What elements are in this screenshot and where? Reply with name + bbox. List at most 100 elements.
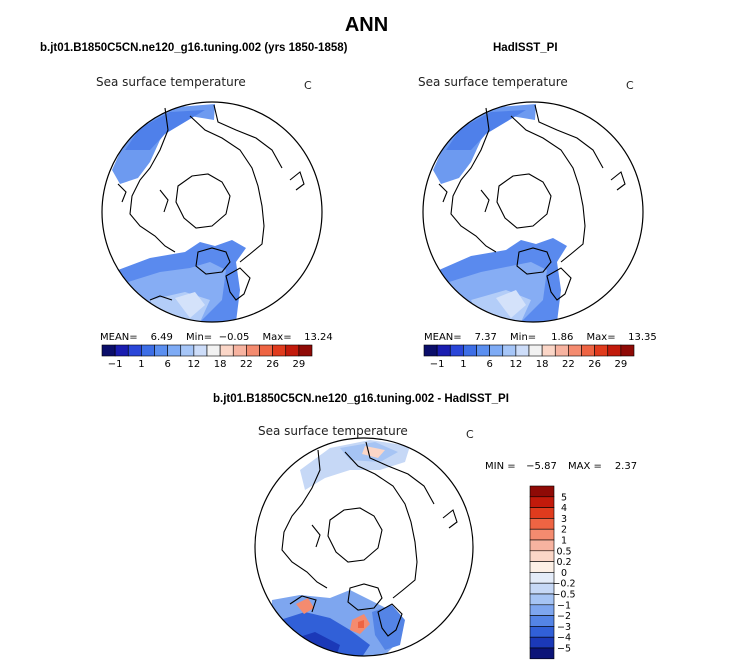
colorbar-swatch (529, 518, 555, 530)
min-label: Min= (186, 332, 213, 343)
colorbar-swatch (423, 344, 438, 357)
colorbar-swatch (541, 344, 556, 357)
colorbar-swatch (259, 344, 273, 357)
colorbar-swatch (489, 344, 504, 357)
colorbar-tick-label: −1 (557, 600, 571, 611)
colorbar-swatch (476, 344, 490, 357)
colorbar-tick-label: −0.2 (552, 579, 575, 590)
difference-title: b.jt01.B1850C5CN.ne120_g16.tuning.002 - … (213, 393, 509, 405)
colorbar-tick-label: −1 (108, 359, 123, 370)
colorbar-tick-label: 26 (266, 359, 279, 370)
colorbar-swatch (154, 344, 168, 357)
colorbar-tick-label: 4 (561, 503, 567, 514)
colorbar-obs: −1 1 6 12 18 22 26 29 (423, 344, 635, 370)
max-value: 13.35 (628, 332, 657, 343)
colorbar-tick-label: −0.5 (552, 590, 575, 601)
panel-obs-variable: Sea surface temperature (418, 75, 568, 89)
colorbar-model: −1 1 6 12 18 22 26 29 (101, 344, 313, 370)
colorbar-tick-label: 3 (561, 514, 567, 525)
colorbar-swatch (285, 344, 300, 357)
colorbar-swatch (515, 344, 530, 357)
diff-field (296, 598, 314, 614)
colorbar-swatch (246, 344, 260, 357)
colorbar-swatch (529, 593, 555, 606)
colorbar-tick-label: 0 (561, 568, 567, 579)
mean-value: 6.49 (150, 332, 173, 343)
colorbar-swatch (620, 344, 635, 357)
sst-field (112, 104, 215, 184)
colorbar-tick-label: 5 (561, 492, 567, 503)
page-title: ANN (344, 14, 389, 36)
colorbar-swatch (219, 344, 234, 357)
max-value: 13.24 (304, 332, 333, 343)
colorbar-swatch (436, 344, 451, 357)
colorbar-swatch (581, 344, 595, 357)
colorbar-swatch (206, 344, 221, 357)
colorbar-swatch (232, 344, 247, 357)
colorbar-swatch (554, 344, 569, 357)
colorbar-tick-label: 6 (486, 359, 492, 370)
panel-model-stats: MEAN= 6.49 Min= −0.05 Max= 13.24 (100, 332, 333, 343)
colorbar-swatch (529, 485, 555, 498)
map-difference (254, 437, 474, 657)
colorbar-tick-label: 1 (460, 359, 466, 370)
min-value: −5.87 (526, 461, 557, 472)
min-label: MIN = (485, 461, 516, 472)
colorbar-swatch (449, 344, 464, 357)
colorbar-swatch (607, 344, 622, 357)
colorbar-tick-label: 29 (293, 359, 306, 370)
colorbar-swatch (272, 344, 287, 357)
colorbar-swatch (141, 344, 155, 357)
sst-field (433, 104, 536, 184)
sst-field (496, 290, 526, 318)
colorbar-swatch (193, 344, 208, 357)
panel-obs-units: C (626, 79, 634, 92)
colorbar-swatch (298, 344, 313, 357)
max-value: 2.37 (614, 461, 638, 472)
colorbar-tick-label: −1 (430, 359, 445, 370)
min-value: 1.86 (551, 332, 574, 343)
panel-obs-title: HadISST_PI (493, 42, 558, 54)
colorbar-swatch (529, 507, 555, 519)
colorbar-swatch (463, 344, 477, 357)
colorbar-swatch (529, 528, 555, 541)
mean-value: 7.37 (474, 332, 497, 343)
diff-field (372, 605, 405, 650)
colorbar-swatch (529, 626, 555, 638)
panel-model-variable: Sea surface temperature (96, 75, 246, 89)
colorbar-swatch (529, 496, 555, 508)
colorbar-swatch (180, 344, 195, 357)
map-model (101, 101, 323, 323)
sst-field (175, 292, 205, 318)
diff-field (358, 620, 364, 628)
colorbar-tick-label: 29 (615, 359, 628, 370)
mean-label: MEAN= (424, 332, 462, 343)
colorbar-tick-label: 6 (164, 359, 170, 370)
max-label: MAX = (568, 461, 602, 472)
colorbar-swatch (529, 582, 555, 595)
panel-obs-stats: MEAN= 7.37 Min= 1.86 Max= 13.35 (424, 332, 657, 343)
colorbar-swatch (529, 615, 555, 627)
map-obs (422, 101, 644, 323)
colorbar-swatch (167, 344, 182, 357)
colorbar-swatch (529, 572, 555, 584)
difference-units: C (466, 428, 474, 441)
mean-label: MEAN= (100, 332, 138, 343)
colorbar-tick-label: 0.2 (556, 557, 571, 568)
colorbar-swatch (594, 344, 609, 357)
panel-model-title: b.jt01.B1850C5CN.ne120_g16.tuning.002 (y… (40, 42, 348, 54)
colorbar-tick-label: 0.5 (556, 546, 571, 557)
difference-variable: Sea surface temperature (258, 424, 408, 438)
colorbar-tick-label: −3 (557, 622, 571, 633)
colorbar-swatch (529, 604, 555, 616)
sst-field (125, 110, 205, 150)
colorbar-swatch (127, 344, 142, 357)
colorbar-tick-label: 12 (510, 359, 523, 370)
colorbar-swatch (502, 344, 517, 357)
colorbar-tick-label: 1 (138, 359, 144, 370)
colorbar-tick-label: 2 (561, 525, 567, 536)
colorbar-swatch (101, 344, 116, 357)
max-label: Max= (262, 332, 292, 343)
